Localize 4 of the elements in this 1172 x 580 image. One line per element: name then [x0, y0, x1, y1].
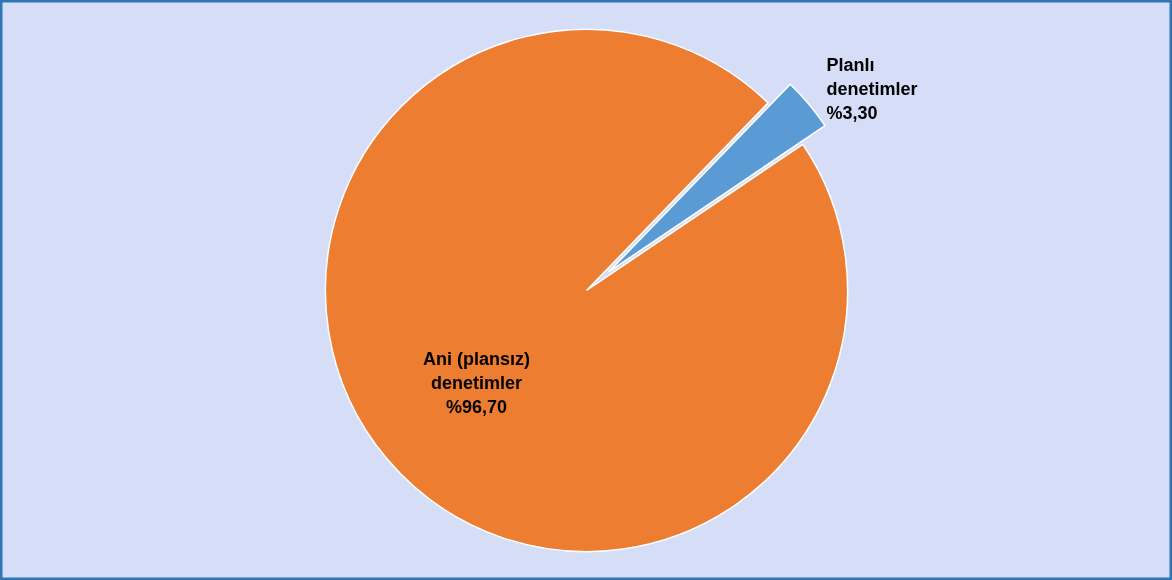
data-label: %96,70 — [445, 396, 508, 417]
slice-label: Ani (plansız) denetimler — [423, 348, 530, 393]
data-label: %3,30 — [826, 103, 878, 124]
slice-label: Planlı denetimler — [826, 55, 918, 100]
